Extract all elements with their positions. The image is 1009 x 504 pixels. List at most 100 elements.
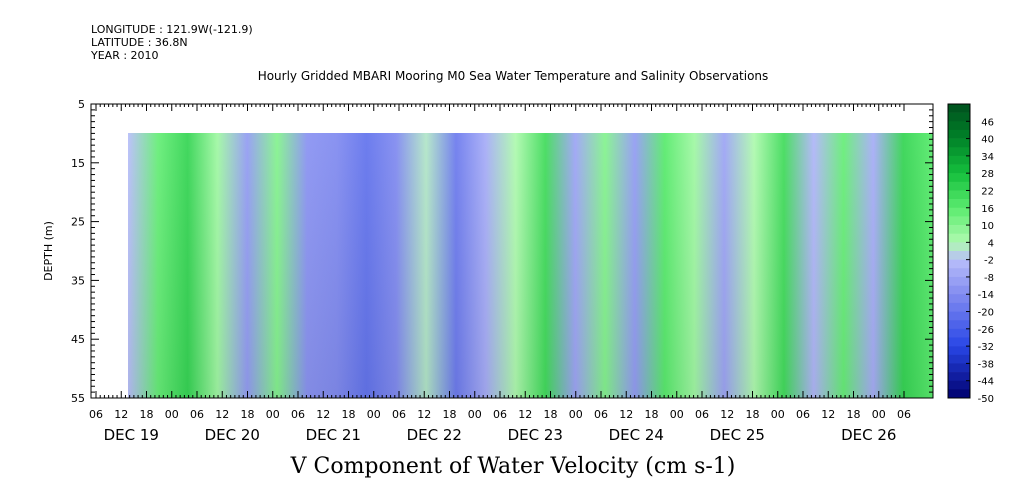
colorbar-label: 40 xyxy=(981,135,994,146)
colorbar-swatch xyxy=(948,251,970,260)
y-tick-label: 55 xyxy=(71,392,85,405)
colorbar-swatch xyxy=(948,268,970,278)
colorbar-label: -2 xyxy=(984,256,994,267)
year-label: YEAR : 2010 xyxy=(91,49,159,62)
longitude-label: LONGITUDE : 121.9W(-121.9) xyxy=(91,23,253,36)
y-tick-label: 35 xyxy=(71,274,85,287)
x-day-label: DEC 21 xyxy=(306,426,361,444)
x-hour-label: 12 xyxy=(720,408,734,421)
x-day-label: DEC 23 xyxy=(508,426,563,444)
colorbar-swatch xyxy=(948,138,970,148)
x-hour-label: 06 xyxy=(291,408,305,421)
colorbar-label: -26 xyxy=(978,325,994,336)
colorbar-swatch xyxy=(948,225,970,235)
colorbar-swatch xyxy=(948,311,970,321)
colorbar-swatch xyxy=(948,147,970,157)
colorbar-swatch xyxy=(948,129,970,139)
colorbar-swatch xyxy=(948,320,970,330)
colorbar-swatch xyxy=(948,216,970,226)
x-hour-label: 12 xyxy=(114,408,128,421)
colorbar-swatch xyxy=(948,294,970,304)
x-hour-label: 00 xyxy=(367,408,381,421)
colorbar-swatch xyxy=(948,173,970,183)
colorbar-label: 16 xyxy=(981,204,994,215)
y-tick-label: 25 xyxy=(71,216,85,229)
x-hour-label: 06 xyxy=(493,408,507,421)
x-hour-label: 06 xyxy=(392,408,406,421)
colorbar-swatch xyxy=(948,112,970,122)
colorbar-label: 4 xyxy=(988,238,994,249)
x-day-label: DEC 26 xyxy=(841,426,896,444)
x-hour-label: 00 xyxy=(468,408,482,421)
colorbar-swatch xyxy=(948,389,970,399)
colorbar-swatch xyxy=(948,285,970,295)
latitude-label: LATITUDE : 36.8N xyxy=(91,36,188,49)
x-hour-label: 12 xyxy=(619,408,633,421)
colorbar-swatch xyxy=(948,372,970,382)
colorbar-swatch xyxy=(948,104,970,113)
x-hour-label: 00 xyxy=(165,408,179,421)
y-tick-label: 45 xyxy=(71,333,85,346)
colorbar-label: -38 xyxy=(978,359,994,370)
x-hour-label: 00 xyxy=(266,408,280,421)
x-day-label: DEC 20 xyxy=(205,426,260,444)
colorbar-swatch xyxy=(948,155,970,165)
y-axis: 5 15 25 35 45 55 xyxy=(71,98,933,405)
colorbar-label: 34 xyxy=(981,152,994,163)
x-hour-label: 06 xyxy=(594,408,608,421)
x-hour-label: 18 xyxy=(443,408,457,421)
y-axis-title: DEPTH (m) xyxy=(42,221,55,281)
x-hour-label: 06 xyxy=(89,408,103,421)
colorbar-label: 46 xyxy=(981,117,994,128)
x-hour-label: 18 xyxy=(342,408,356,421)
x-hour-label: 06 xyxy=(190,408,204,421)
x-hour-label: 00 xyxy=(872,408,886,421)
y-tick-label: 5 xyxy=(78,98,85,111)
colorbar-swatch xyxy=(948,190,970,200)
colorbar-swatch xyxy=(948,242,970,252)
x-hour-label: 00 xyxy=(569,408,583,421)
x-day-label: DEC 25 xyxy=(710,426,765,444)
x-day-label: DEC 22 xyxy=(407,426,462,444)
x-hour-label: 12 xyxy=(316,408,330,421)
colorbar-swatch xyxy=(948,121,970,131)
x-hour-label: 18 xyxy=(645,408,659,421)
colorbar-swatch xyxy=(948,346,970,356)
x-hour-label: 06 xyxy=(796,408,810,421)
colorbar-label: -14 xyxy=(978,290,994,301)
x-hour-label: 18 xyxy=(241,408,255,421)
chart-title: Hourly Gridded MBARI Mooring M0 Sea Wate… xyxy=(257,69,769,83)
colorbar-border xyxy=(947,103,971,399)
x-hour-label: 12 xyxy=(518,408,532,421)
x-hour-label: 00 xyxy=(771,408,785,421)
colorbar-swatch xyxy=(948,380,970,390)
x-day-label: DEC 24 xyxy=(609,426,664,444)
y-tick-label: 15 xyxy=(71,157,85,170)
colorbar-swatch xyxy=(948,354,970,364)
colorbar-label: 22 xyxy=(981,186,994,197)
colorbar-swatch xyxy=(948,207,970,217)
colorbar-label: -20 xyxy=(978,308,994,319)
colorbar-swatch xyxy=(948,363,970,373)
colorbar-swatch xyxy=(948,181,970,191)
x-hour-label: 18 xyxy=(140,408,154,421)
x-hour-label: 12 xyxy=(215,408,229,421)
colorbar-swatch xyxy=(948,164,970,174)
x-hour-label: 00 xyxy=(670,408,684,421)
x-day-label: DEC 19 xyxy=(104,426,159,444)
colorbar-swatch xyxy=(948,233,970,243)
x-axis: 06 12 18 00 06 12 18 00 06 12 18 00 06 12 18 00 06 12 18 00… xyxy=(89,104,911,444)
colorbar-swatch xyxy=(948,276,970,286)
colorbar-label: -50 xyxy=(978,394,994,405)
colorbar-swatch xyxy=(948,259,970,269)
x-hour-label: 18 xyxy=(847,408,861,421)
x-hour-label: 18 xyxy=(746,408,760,421)
x-axis-title: V Component of Water Velocity (cm s-1) xyxy=(290,454,736,479)
colorbar-swatch xyxy=(948,337,970,347)
colorbar-label: -32 xyxy=(978,342,994,353)
colorbar-label: 28 xyxy=(981,169,994,180)
colorbar-swatch xyxy=(948,199,970,209)
colorbar-label: -8 xyxy=(984,273,994,284)
colorbar-label: -44 xyxy=(978,377,994,388)
